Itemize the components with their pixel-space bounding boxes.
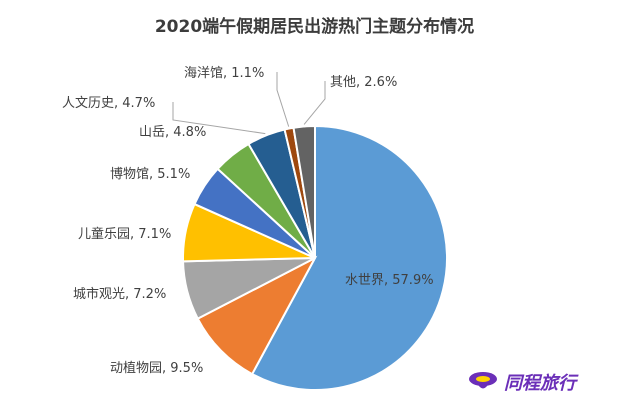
leader-line-8 <box>303 81 326 125</box>
slice-label-2: 城市观光, 7.2% <box>73 286 166 302</box>
pie-slice-1 <box>196 255 318 376</box>
pie-slice-8 <box>292 124 316 259</box>
leader-line-6 <box>172 102 266 135</box>
slice-label-4: 博物馆, 5.1% <box>110 167 190 182</box>
slice-label-0: 水世界, 57.9% <box>345 273 434 288</box>
chart-title: 2020端午假期居民出游热门主题分布情况 <box>154 17 475 37</box>
slice-label-3: 儿童乐园, 7.1% <box>78 226 171 242</box>
slice-label-6: 人文历史, 4.7% <box>62 96 155 111</box>
pie-slice-0 <box>250 124 449 391</box>
brand-name: 同程旅行 <box>504 373 576 394</box>
brand-watermark: 同程旅行 <box>468 368 576 396</box>
slice-label-5: 山岳, 4.8% <box>139 125 206 140</box>
leader-line-7 <box>276 72 290 127</box>
slice-label-7: 海洋馆, 1.1% <box>184 66 264 81</box>
tongcheng-logo-icon <box>469 372 497 389</box>
slice-label-1: 动植物园, 9.5% <box>110 361 203 376</box>
slice-label-8: 其他, 2.6% <box>330 75 397 90</box>
